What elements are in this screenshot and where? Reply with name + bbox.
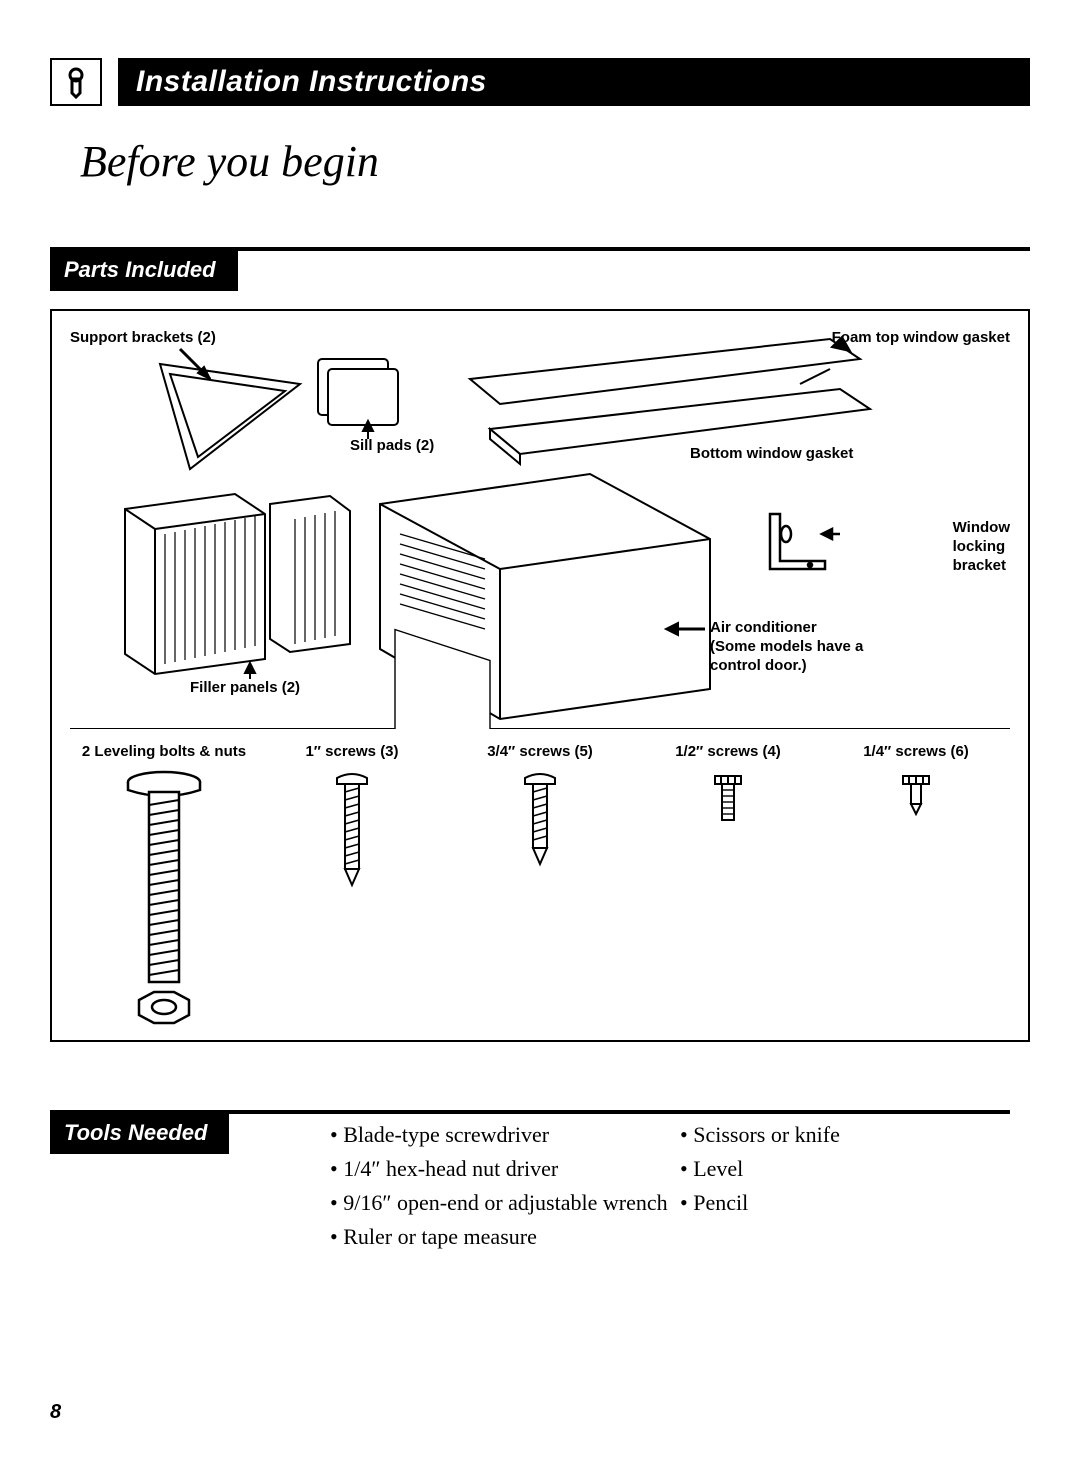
tools-needed-section: Tools Needed Blade-type screwdriver 1/4″… (50, 1102, 1030, 1254)
hw-1in-screws: 1″ screws (3) (258, 743, 446, 1030)
tools-needed-tab: Tools Needed (50, 1114, 229, 1154)
hw-leveling-bolts: 2 Leveling bolts & nuts (70, 743, 258, 1030)
parts-included-section: Parts Included Support brackets (2) Sill… (50, 247, 1030, 1042)
parts-illustration (70, 329, 990, 729)
parts-included-tab: Parts Included (50, 251, 238, 291)
parts-upper-diagram: Support brackets (2) Sill pads (2) Foam … (70, 329, 1010, 729)
page-number: 8 (50, 1401, 61, 1424)
tools-col-2: Scissors or knife Level Pencil (680, 1118, 1030, 1254)
hw-3-4-screws: 3/4″ screws (5) (446, 743, 634, 1030)
hw-1-4-screws: 1/4″ screws (6) (822, 743, 1010, 1030)
header: Installation Instructions (50, 58, 1030, 106)
tools-col-1: Blade-type screwdriver 1/4″ hex-head nut… (330, 1118, 680, 1254)
hw-1-2-screws: 1/2″ screws (4) (634, 743, 822, 1030)
parts-diagram-box: Support brackets (2) Sill pads (2) Foam … (50, 309, 1030, 1042)
tool-item: Ruler or tape measure (330, 1220, 680, 1254)
instruction-icon (50, 58, 102, 106)
tool-item: Scissors or knife (680, 1118, 1030, 1152)
page-title: Before you begin (80, 136, 1030, 187)
hardware-row: 2 Leveling bolts & nuts (70, 729, 1010, 1030)
tool-item: 9/16″ open-end or adjustable wrench (330, 1186, 680, 1220)
tool-item: Level (680, 1152, 1030, 1186)
tool-item: Pencil (680, 1186, 1030, 1220)
tool-item: Blade-type screwdriver (330, 1118, 680, 1152)
tool-item: 1/4″ hex-head nut driver (330, 1152, 680, 1186)
header-title: Installation Instructions (118, 58, 1030, 106)
